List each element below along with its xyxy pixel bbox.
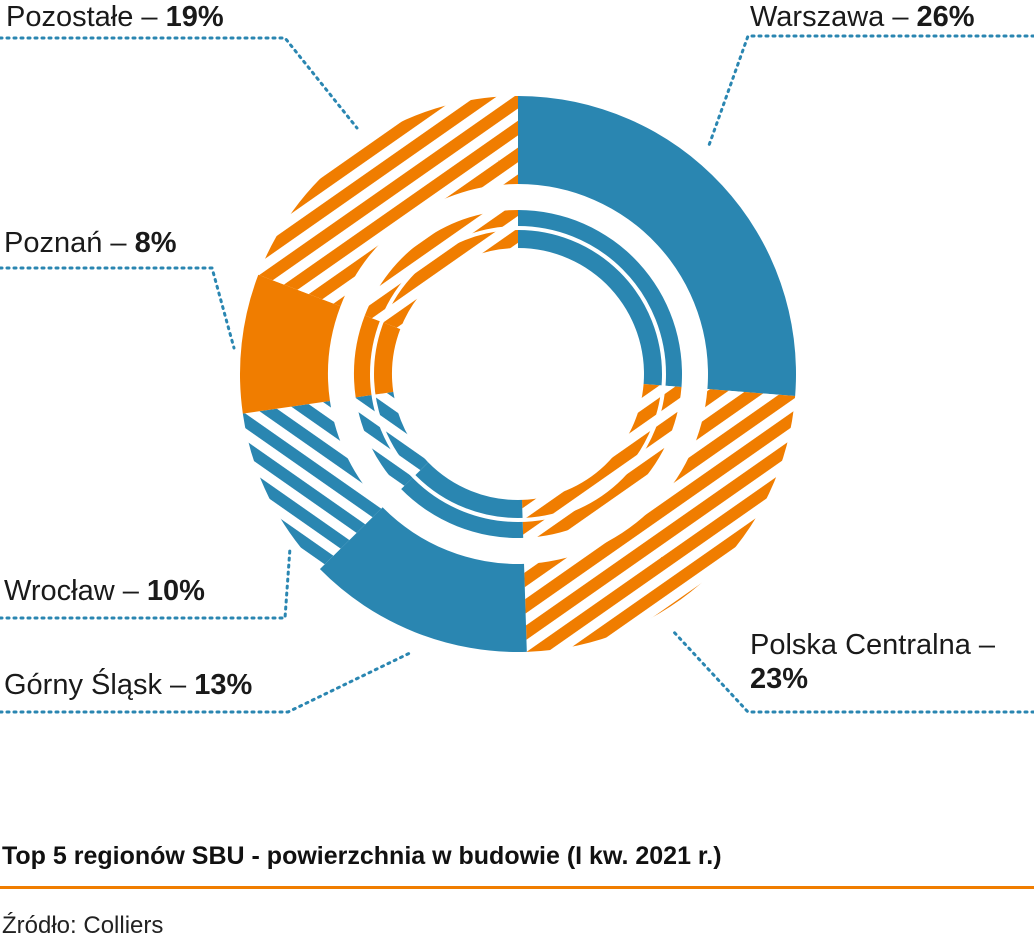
label-polska-centralna: Polska Centralna – 23% [750,628,995,696]
slice-pozostale [258,96,518,307]
leader-polska-centralna [670,628,1034,714]
label-pozostale-name: Pozostałe – [6,1,158,33]
label-warszawa: Warszawa – 26% [750,0,975,34]
inner-ring-separator [370,226,666,522]
label-poznan-value: 8% [134,227,177,259]
label-pozostale-value: 19% [165,1,224,33]
label-pozostale: Pozostałe – 19% [6,0,224,34]
slice-wroclaw [242,401,383,570]
slice-polska-centralna [524,389,796,652]
chart-caption: Top 5 regionów SBU - powierzchnia w budo… [2,842,722,870]
leader-wroclaw [0,546,292,620]
label-poznan: Poznań – 8% [4,226,177,260]
leader-poznan [0,266,236,350]
inner-slice-polska-centralna [521,383,682,538]
caption-divider [0,886,1034,889]
label-poznan-name: Poznań – [4,227,127,259]
slice-poznan [239,274,341,414]
label-gorny-slask: Górny Śląsk – 13% [4,668,252,702]
slice-warszawa [518,96,797,397]
inner-slice-poznan [353,315,401,398]
label-gorny-slask-name: Górny Śląsk – [4,669,187,701]
leader-lines [0,34,1034,714]
outer-ring [239,96,797,652]
leader-gorny-slask [0,650,414,714]
inner-slice-gorny-slask [401,462,524,538]
source-note: Źródło: Colliers [2,912,164,939]
leader-pozostale [0,36,359,130]
label-polska-centralna-value: 23% [750,663,809,695]
label-warszawa-value: 26% [916,1,975,33]
inner-slice-pozostale [364,210,518,330]
inner-slice-warszawa [518,210,682,387]
label-wroclaw-name: Wrocław – [4,575,139,607]
inner-slice-wroclaw [355,391,429,490]
leader-warszawa [706,34,1034,150]
label-gorny-slask-value: 13% [194,669,253,701]
label-wroclaw: Wrocław – 10% [4,574,205,608]
label-wroclaw-value: 10% [146,575,205,607]
slice-gorny-slask [319,507,527,652]
label-polska-centralna-name: Polska Centralna – [750,629,996,661]
inner-ring [353,210,682,538]
label-warszawa-name: Warszawa – [750,1,909,33]
